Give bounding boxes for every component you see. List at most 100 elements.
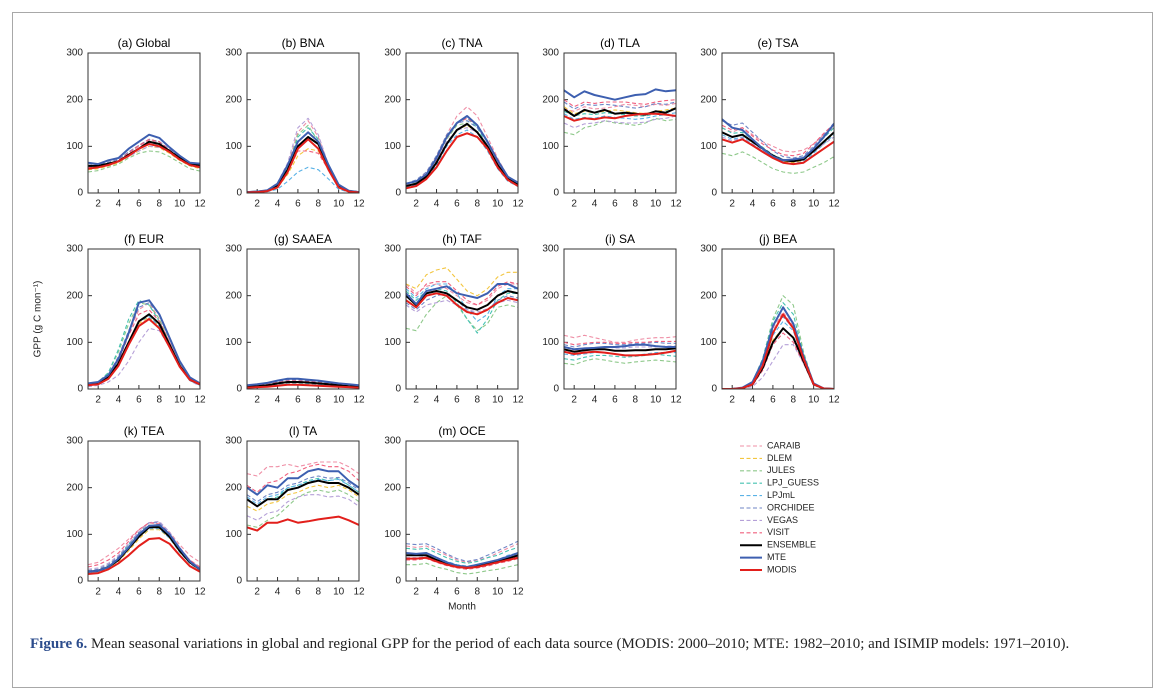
- series-line: [406, 283, 518, 306]
- x-tick-label: 8: [315, 587, 321, 598]
- y-tick-label: 200: [66, 290, 83, 301]
- y-tick-label: 200: [66, 94, 83, 105]
- legend-label: MTE: [767, 552, 786, 562]
- series-line: [406, 267, 518, 297]
- x-tick-label: 8: [156, 587, 162, 598]
- series-line: [247, 461, 359, 477]
- x-tick-label: 8: [632, 199, 638, 210]
- axes-box: [405, 248, 519, 390]
- series-line: [722, 123, 834, 157]
- series-line: [88, 299, 200, 385]
- series-line: [88, 140, 200, 167]
- y-tick-label: 0: [711, 188, 717, 199]
- x-tick-label: 6: [612, 199, 618, 210]
- axes-box: [87, 52, 201, 194]
- x-tick-label: 12: [670, 395, 682, 406]
- y-tick-label: 0: [236, 188, 242, 199]
- series-line: [722, 295, 834, 389]
- x-axis-label: Month: [448, 602, 476, 613]
- x-tick-label: 10: [650, 199, 662, 210]
- series-line: [722, 327, 834, 389]
- series-line: [247, 150, 359, 193]
- y-tick-label: 200: [225, 94, 242, 105]
- legend-label: LPJmL: [767, 490, 795, 500]
- series-line: [88, 526, 200, 573]
- x-tick-label: 4: [275, 587, 281, 598]
- x-tick-label: 2: [254, 587, 260, 598]
- series-line: [722, 332, 834, 389]
- x-tick-label: 12: [194, 395, 206, 406]
- legend-label: JULES: [767, 465, 795, 475]
- y-tick-label: 200: [700, 290, 717, 301]
- series-line: [247, 515, 359, 532]
- x-tick-label: 10: [492, 395, 504, 406]
- x-tick-label: 6: [454, 587, 460, 598]
- plot-lines: [247, 117, 359, 193]
- x-tick-label: 8: [474, 587, 480, 598]
- series-line: [564, 115, 676, 129]
- series-line: [88, 316, 200, 386]
- panel-title: (h) TAF: [442, 232, 482, 246]
- axes-box: [246, 52, 360, 194]
- x-tick-label: 2: [254, 199, 260, 210]
- x-tick-label: 10: [650, 395, 662, 406]
- series-line: [722, 138, 834, 166]
- series-line: [247, 148, 359, 193]
- x-tick-label: 8: [474, 199, 480, 210]
- y-tick-label: 0: [553, 384, 559, 395]
- series-line: [406, 543, 518, 563]
- series-line: [564, 107, 676, 117]
- series-line: [88, 145, 200, 167]
- x-tick-label: 8: [315, 395, 321, 406]
- series-line: [88, 529, 200, 574]
- series-line: [406, 283, 518, 306]
- panel-title: (e) TSA: [757, 36, 798, 50]
- panel-title: (d) TLA: [600, 36, 640, 50]
- x-tick-label: 2: [729, 395, 735, 406]
- x-tick-label: 2: [254, 395, 260, 406]
- legend-label: VEGAS: [767, 515, 798, 525]
- series-line: [406, 562, 518, 575]
- series-line: [247, 383, 359, 389]
- panel-title: (a) Global: [118, 36, 171, 50]
- y-axis-label: GPP (g C mon⁻¹): [33, 281, 44, 358]
- x-tick-label: 8: [156, 395, 162, 406]
- y-tick-label: 300: [542, 48, 559, 59]
- axes-box: [563, 52, 677, 194]
- y-tick-label: 0: [395, 576, 401, 587]
- axes-box: [405, 52, 519, 194]
- y-tick-label: 100: [384, 529, 401, 540]
- series-line: [722, 151, 834, 174]
- y-tick-label: 200: [542, 290, 559, 301]
- legend-label: DLEM: [767, 453, 792, 463]
- series-line: [88, 537, 200, 575]
- panel-title: (f) EUR: [124, 232, 164, 246]
- x-tick-label: 8: [474, 395, 480, 406]
- x-tick-label: 12: [512, 395, 524, 406]
- x-tick-label: 4: [750, 199, 756, 210]
- y-tick-label: 200: [700, 94, 717, 105]
- y-tick-label: 0: [395, 188, 401, 199]
- y-tick-label: 200: [384, 94, 401, 105]
- series-line: [722, 344, 834, 389]
- y-tick-label: 0: [77, 576, 83, 587]
- series-line: [406, 122, 518, 187]
- plot-lines: [406, 540, 518, 575]
- x-tick-label: 2: [413, 199, 419, 210]
- series-line: [247, 468, 359, 496]
- series-line: [564, 349, 676, 357]
- x-tick-label: 4: [434, 587, 440, 598]
- axes-box: [563, 248, 677, 390]
- x-tick-label: 10: [333, 395, 345, 406]
- y-tick-label: 100: [225, 337, 242, 348]
- plot-lines: [247, 461, 359, 532]
- x-tick-label: 2: [413, 395, 419, 406]
- x-tick-label: 6: [770, 395, 776, 406]
- series-line: [247, 127, 359, 193]
- series-line: [564, 112, 676, 122]
- x-tick-label: 6: [612, 395, 618, 406]
- series-line: [564, 334, 676, 343]
- y-tick-label: 0: [236, 576, 242, 587]
- x-tick-label: 2: [571, 395, 577, 406]
- y-tick-label: 300: [225, 244, 242, 255]
